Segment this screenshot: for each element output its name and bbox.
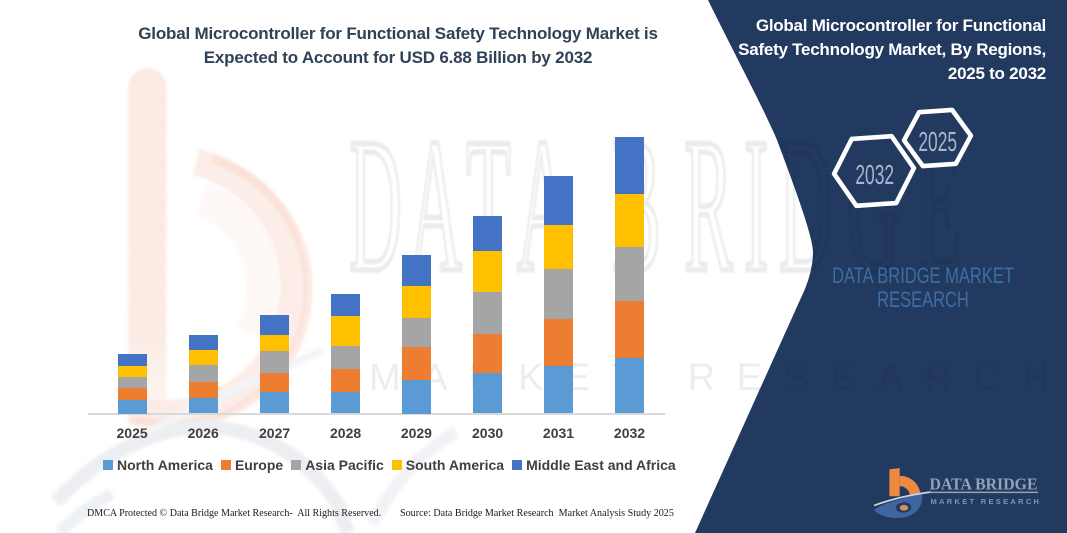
- svg-text:MARKET RESEARCH: MARKET RESEARCH: [931, 497, 1042, 506]
- svg-text:D: D: [349, 98, 402, 312]
- svg-text:DATA BRIDGE: DATA BRIDGE: [930, 475, 1038, 494]
- svg-text:D: D: [779, 98, 832, 312]
- svg-text:R: R: [684, 98, 733, 312]
- svg-text:I: I: [744, 98, 768, 312]
